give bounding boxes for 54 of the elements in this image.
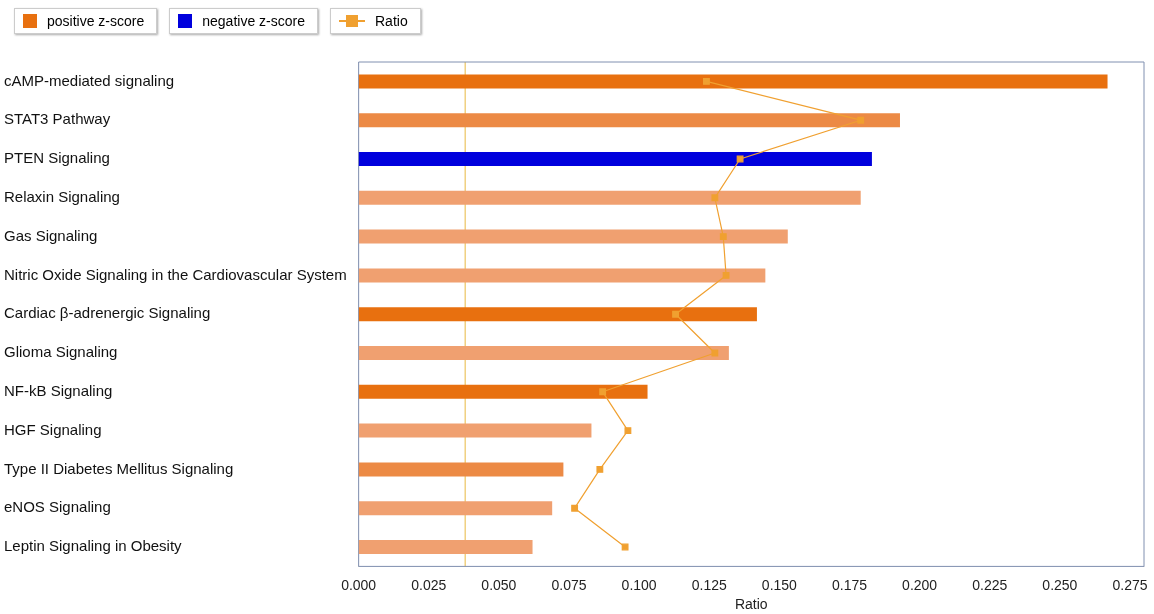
- point: [621, 543, 629, 551]
- bar: [358, 501, 553, 516]
- bar: [358, 229, 788, 244]
- y-tick-label: Nitric Oxide Signaling in the Cardiovascular System: [4, 265, 347, 283]
- legend-label: negative z-score: [202, 13, 305, 29]
- x-tick-label: 0.250: [1042, 576, 1078, 593]
- y-tick-label: eNOS Signaling: [4, 498, 111, 516]
- y-tick-label: Relaxin Signaling: [4, 187, 120, 205]
- x-tick-label: 0.025: [411, 576, 447, 593]
- point: [672, 310, 680, 318]
- point: [736, 155, 744, 163]
- bar: [358, 190, 861, 205]
- x-tick-label: 0.225: [972, 576, 1008, 593]
- y-tick-label: HGF Signaling: [4, 420, 102, 438]
- legend-label: Ratio: [374, 13, 408, 29]
- point: [703, 77, 710, 85]
- x-tick-label: 0.150: [761, 576, 798, 593]
- y-tick-label: PTEN Signaling: [4, 149, 110, 167]
- bar: [358, 307, 757, 322]
- x-axis-title: Ratio: [734, 596, 768, 613]
- x-tick-label: 0.000: [341, 576, 377, 593]
- point: [711, 194, 719, 202]
- x-tick-label: 0.075: [551, 576, 587, 593]
- bar: [358, 74, 1108, 89]
- bar: [358, 423, 592, 438]
- x-tick-label: 0.175: [831, 576, 868, 593]
- point: [719, 233, 727, 241]
- point: [596, 465, 604, 473]
- bar: [358, 384, 648, 399]
- point: [624, 427, 632, 435]
- y-tick-label: cAMP-mediated signaling: [4, 71, 175, 89]
- bar: [358, 268, 766, 283]
- point: [711, 349, 719, 357]
- bar: [358, 346, 729, 360]
- x-tick-label: 0.125: [691, 576, 727, 593]
- point: [722, 271, 730, 279]
- y-tick-label: STAT3 Pathway: [4, 110, 111, 128]
- x-tick-label: 0.100: [621, 576, 657, 593]
- y-tick-label: Gas Signaling: [4, 226, 98, 244]
- y-tick-label: NF-kB Signaling: [4, 381, 113, 399]
- x-tick-label: 0.275: [1112, 576, 1148, 593]
- bar: [358, 540, 533, 554]
- y-tick-label: Glioma Signaling: [4, 343, 118, 361]
- bar: [358, 152, 872, 166]
- bar: [358, 462, 564, 477]
- point: [599, 388, 607, 396]
- x-tick-label: 0.050: [481, 576, 517, 593]
- y-tick-label: Cardiac β-adrenergic Signaling: [4, 304, 211, 322]
- x-tick-label: 0.200: [902, 576, 938, 593]
- point: [571, 504, 579, 512]
- y-tick-label: Type II Diabetes Mellitus Signaling: [4, 459, 234, 477]
- legend-label: positive z-score: [47, 13, 145, 29]
- bar: [358, 113, 900, 128]
- y-tick-label: Leptin Signaling in Obesity: [4, 537, 183, 555]
